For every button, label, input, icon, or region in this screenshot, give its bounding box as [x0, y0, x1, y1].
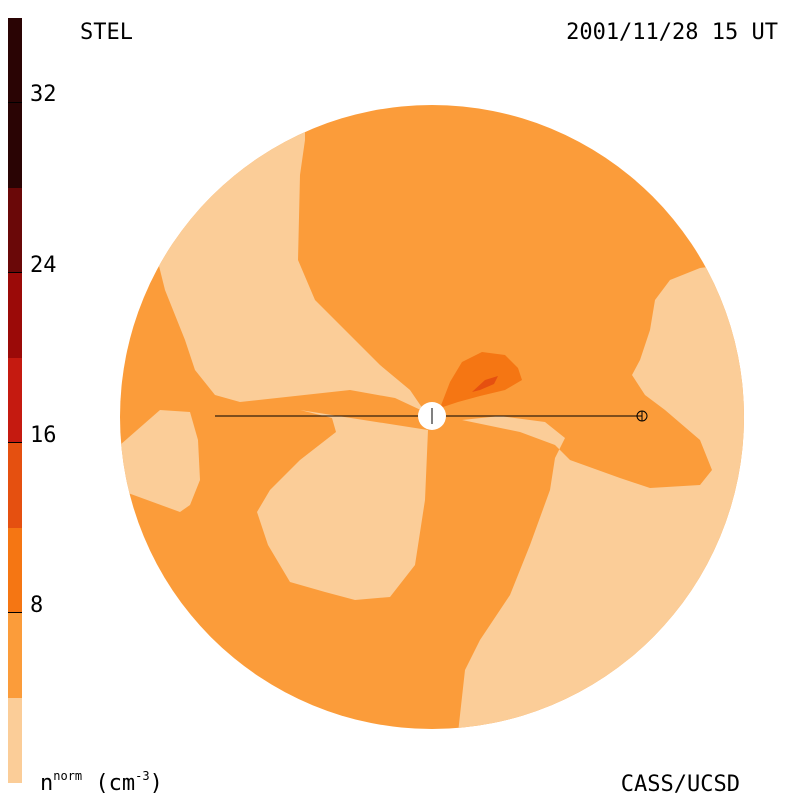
- colorbar-segment: [8, 18, 22, 188]
- colorbar-tick: [8, 442, 22, 443]
- colorbar-tick-label: 24: [30, 253, 57, 278]
- colorbar-tick-label: 32: [30, 82, 57, 107]
- timestamp-label: 2001/11/28 15 UT: [566, 20, 778, 45]
- high-density-region: [472, 376, 498, 392]
- unit-base: n: [40, 771, 54, 796]
- unit-exponent: -3: [135, 769, 150, 783]
- low-density-region: [120, 410, 200, 512]
- unit-text: (cm: [82, 771, 136, 796]
- colorbar-tick: [8, 612, 22, 613]
- colorbar-tick: [8, 102, 22, 103]
- mid-density-region: [440, 352, 522, 408]
- unit-superscript: norm: [53, 769, 83, 783]
- colorbar-tick-label: 16: [30, 423, 57, 448]
- low-density-region: [257, 410, 428, 600]
- colorbar-segment: [8, 528, 22, 613]
- colorbar-unit-label: nnorm (cm-3): [40, 770, 163, 795]
- instrument-label: STEL: [80, 20, 133, 45]
- colorbar-tick: [8, 272, 22, 273]
- colorbar-segment: [8, 613, 22, 698]
- colorbar-segment: [8, 188, 22, 273]
- colorbar-segment: [8, 698, 22, 783]
- colorbar-segment: [8, 443, 22, 528]
- colorbar-tick-label: 8: [30, 593, 44, 618]
- colorbar-segment: [8, 273, 22, 358]
- unit-close: ): [149, 771, 163, 796]
- colorbar-segment: [8, 358, 22, 443]
- credit-label: CASS/UCSD: [620, 772, 740, 797]
